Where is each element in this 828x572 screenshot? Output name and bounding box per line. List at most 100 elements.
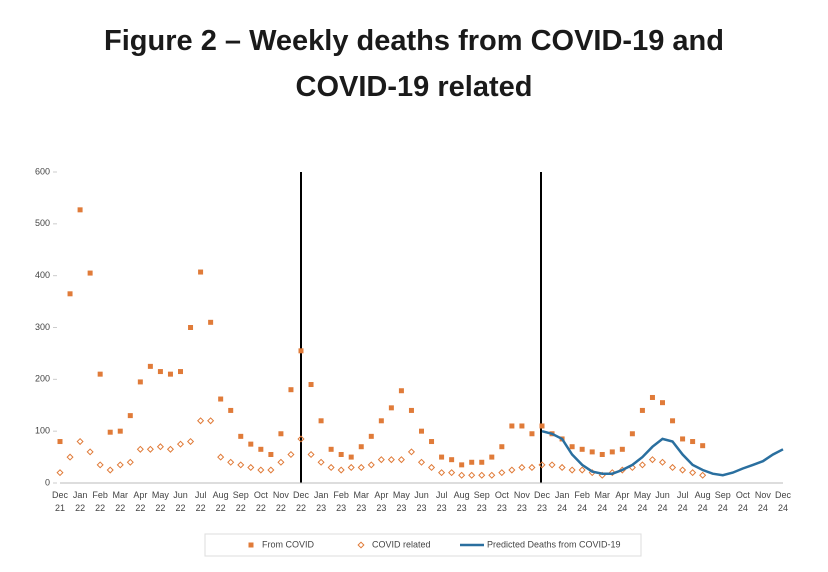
x-tick-label: May 24 — [634, 490, 652, 513]
x-tick-label: Jun 23 — [414, 490, 429, 513]
point — [136, 445, 144, 453]
legend-swatch — [357, 541, 365, 549]
x-tick-label: Apr 24 — [615, 490, 629, 513]
x-tick-label: Sep 24 — [715, 490, 731, 513]
point — [388, 405, 394, 411]
point — [429, 439, 435, 445]
point — [198, 269, 204, 275]
y-tick-label: 600 — [35, 166, 50, 176]
point — [398, 388, 404, 394]
point — [568, 466, 576, 474]
point — [57, 439, 63, 445]
prediction-line — [541, 429, 784, 477]
point — [87, 270, 93, 276]
point — [127, 413, 133, 419]
x-tick-label: May 23 — [393, 490, 411, 513]
point — [218, 396, 224, 402]
legend-label: COVID related — [372, 539, 431, 549]
point — [509, 423, 515, 429]
x-tick-label: Apr 23 — [374, 490, 388, 513]
point — [408, 407, 414, 413]
point — [468, 471, 476, 479]
legend-swatch — [248, 542, 254, 548]
point — [378, 418, 384, 424]
point — [126, 458, 134, 466]
x-tick-label: Dec 24 — [775, 490, 792, 513]
point — [439, 454, 445, 460]
point — [268, 451, 274, 457]
point — [67, 291, 73, 297]
x-tick-label: Apr 22 — [133, 490, 147, 513]
point — [156, 443, 164, 451]
x-tick-label: Jan 23 — [314, 490, 329, 513]
point — [207, 417, 215, 425]
point — [690, 439, 696, 445]
point — [237, 461, 245, 469]
point — [489, 454, 495, 460]
point — [367, 461, 375, 469]
point — [338, 451, 344, 457]
point — [157, 369, 163, 375]
x-tick-label: Jul 23 — [436, 490, 448, 513]
chart-title: Figure 2 – Weekly deaths from COVID-19 a… — [104, 25, 724, 103]
point — [328, 446, 334, 452]
point — [116, 461, 124, 469]
point — [508, 466, 516, 474]
point — [66, 453, 74, 461]
point — [146, 445, 154, 453]
point — [619, 446, 625, 452]
point — [669, 463, 677, 471]
x-tick-label: Jan 22 — [73, 490, 88, 513]
point — [438, 469, 446, 477]
x-tick-label: Oct 24 — [736, 490, 751, 513]
point — [529, 431, 535, 437]
x-tick-label: Aug 24 — [695, 490, 711, 513]
point — [187, 437, 195, 446]
point — [700, 443, 706, 449]
point — [258, 446, 264, 452]
point — [248, 441, 254, 447]
point — [77, 207, 83, 213]
point — [458, 471, 466, 479]
point — [569, 444, 575, 450]
point — [287, 450, 295, 459]
point — [137, 379, 143, 385]
point — [208, 319, 214, 325]
point — [238, 433, 244, 439]
point — [459, 462, 465, 468]
x-tick-label: Dec 22 — [293, 490, 310, 513]
point — [699, 471, 707, 479]
point — [589, 449, 595, 455]
point — [247, 463, 255, 471]
point — [257, 466, 265, 474]
y-tick-label: 300 — [35, 322, 50, 332]
point — [498, 469, 506, 477]
x-tick-label: Mar 23 — [354, 490, 370, 513]
x-tick-label: Aug 23 — [454, 490, 470, 513]
point — [107, 429, 113, 435]
point — [518, 463, 526, 471]
point — [227, 458, 235, 466]
x-tick-label: Mar 22 — [113, 490, 129, 513]
point — [428, 463, 436, 471]
y-tick-label: 100 — [35, 426, 50, 436]
point — [397, 456, 405, 464]
x-tick-label: Feb 22 — [92, 490, 108, 513]
x-tick-label: Jan 24 — [555, 490, 570, 513]
point — [479, 459, 485, 465]
point — [147, 363, 153, 369]
x-tick-label: Nov 24 — [755, 490, 772, 513]
point — [347, 463, 355, 471]
point — [660, 400, 665, 406]
point — [519, 423, 525, 429]
point — [658, 458, 667, 466]
point — [679, 466, 687, 474]
point — [419, 428, 424, 434]
x-tick-label: Jun 22 — [173, 490, 188, 513]
point — [96, 461, 104, 469]
point — [176, 440, 185, 448]
point — [277, 458, 285, 466]
point — [488, 471, 496, 479]
point — [538, 461, 546, 469]
point — [368, 433, 374, 439]
